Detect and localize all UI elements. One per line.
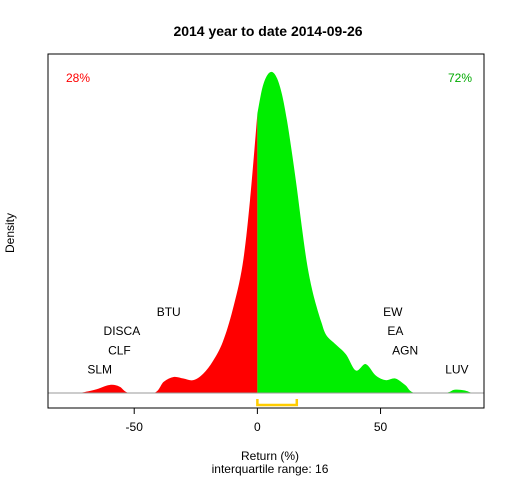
iqr-marker bbox=[256, 399, 299, 407]
x-tick-label: 0 bbox=[254, 420, 261, 434]
ticker-annotation: EA bbox=[387, 324, 403, 338]
chart-title: 2014 year to date 2014-09-26 bbox=[173, 23, 362, 39]
plot-frame bbox=[47, 53, 485, 409]
ticker-annotation: CLF bbox=[108, 343, 131, 357]
ticker-annotation: AGN bbox=[392, 343, 418, 357]
plot-area: -50 0 50 SLM CLF DISCA BTU EW EA AGN LUV bbox=[47, 53, 485, 434]
x-tick-label: -50 bbox=[126, 420, 144, 434]
negative-share-label: 28% bbox=[66, 71, 90, 85]
ticker-annotation: SLM bbox=[87, 363, 112, 377]
x-tick-label: 50 bbox=[374, 420, 388, 434]
positive-density-area bbox=[257, 71, 472, 394]
ticker-annotation: LUV bbox=[445, 363, 468, 377]
positive-share-label: 72% bbox=[448, 71, 472, 85]
iqr-subtitle: interquartile range: 16 bbox=[212, 462, 329, 476]
ticker-annotation: DISCA bbox=[104, 324, 141, 338]
y-axis-label: Density bbox=[3, 213, 17, 253]
x-axis-label: Return (%) bbox=[241, 449, 299, 463]
negative-density-area bbox=[80, 113, 258, 393]
ticker-annotation: BTU bbox=[157, 305, 181, 319]
ticker-annotation: EW bbox=[383, 305, 403, 319]
